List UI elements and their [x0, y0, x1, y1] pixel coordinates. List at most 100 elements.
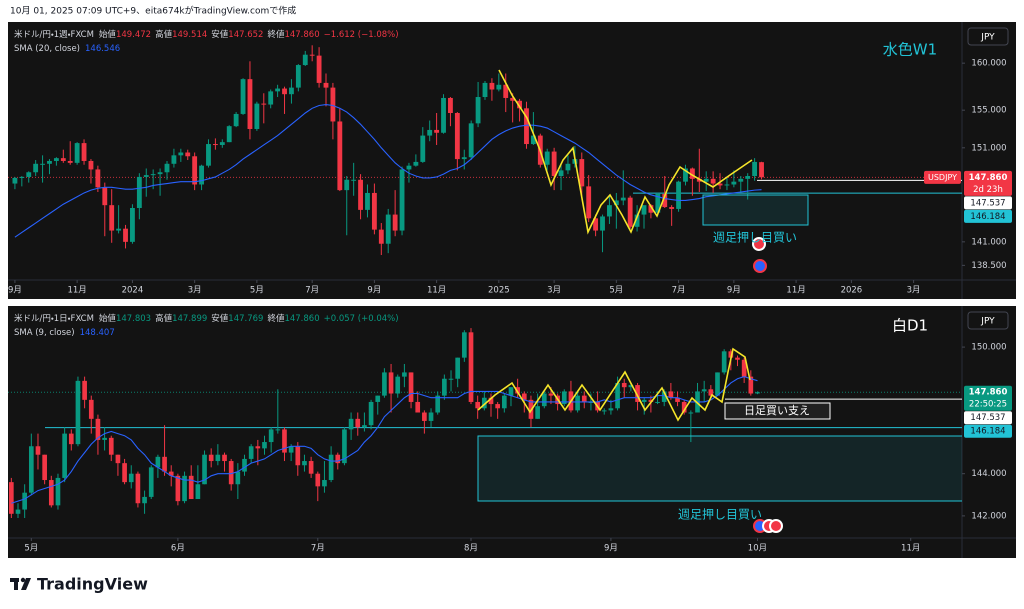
candle-body	[171, 155, 177, 164]
event-icon	[752, 237, 766, 251]
x-tick-label: 11月	[786, 286, 805, 296]
candle-body	[575, 395, 580, 411]
candle-body	[109, 205, 115, 231]
brand-name: TradingView	[37, 575, 148, 594]
candle-body	[422, 412, 427, 421]
candle-body	[608, 408, 614, 411]
candle-body	[515, 387, 520, 394]
candle-body	[586, 186, 592, 219]
x-tick-label: 8月	[464, 544, 478, 554]
candle-body	[627, 197, 633, 227]
candle-body	[368, 401, 374, 426]
candle-body	[116, 228, 122, 231]
candle-body	[81, 143, 87, 161]
y-tick-label: 160.000	[971, 59, 1006, 69]
ohlc-name: 終値	[267, 29, 285, 40]
candle-body	[371, 192, 377, 230]
candle-body	[428, 412, 434, 421]
candle-body	[240, 79, 246, 114]
x-tick-label: 11月	[901, 544, 920, 554]
x-tick-label: 2024	[122, 286, 144, 296]
candle-body	[548, 393, 554, 396]
candle-body	[22, 492, 27, 510]
x-tick-label: 3月	[188, 286, 202, 296]
candle-body	[655, 193, 661, 213]
level-label: 147.537	[970, 198, 1005, 208]
support-box	[724, 402, 831, 420]
candle-body	[342, 429, 347, 464]
candle-body	[392, 214, 398, 231]
ohlc-name: 高値	[155, 29, 173, 40]
candle-body	[15, 509, 21, 514]
candle-body	[634, 214, 640, 227]
annotation: 白D1	[892, 317, 928, 335]
candle-body	[561, 391, 567, 405]
candle-body	[759, 162, 764, 178]
candle-body	[262, 442, 267, 449]
candle-body	[724, 184, 730, 186]
countdown: 22:50:25	[969, 400, 1007, 410]
candle-body	[701, 389, 707, 392]
y-tick-label: 150.000	[971, 343, 1006, 353]
candle-body	[323, 82, 329, 88]
zigzag-drawing	[477, 347, 751, 422]
x-tick-label: 9月	[8, 286, 22, 296]
candle-body	[348, 418, 354, 430]
candle-body	[282, 88, 287, 95]
x-tick-label: 7月	[672, 286, 686, 296]
candle-body	[308, 461, 314, 474]
candle-body	[415, 401, 421, 413]
candle-body	[268, 429, 274, 443]
candle-body	[475, 97, 481, 124]
candle-body	[28, 446, 34, 493]
candle-body	[501, 395, 507, 409]
zigzag-drawing	[498, 69, 753, 235]
candle-body	[620, 197, 626, 201]
candle-body	[399, 169, 405, 231]
candle-body	[503, 84, 509, 98]
candle-body	[675, 397, 680, 402]
candle-body	[738, 178, 744, 182]
candle-body	[62, 433, 67, 478]
y-tick-label: 141.000	[971, 237, 1006, 247]
candle-body	[735, 357, 740, 360]
candle-body	[155, 456, 161, 468]
candle-body	[82, 380, 87, 400]
candle-body	[378, 229, 384, 244]
x-tick-label: 10月	[748, 544, 767, 554]
candle-body	[235, 471, 241, 485]
candle-body	[468, 332, 474, 402]
candle-body	[175, 475, 181, 502]
candle-body	[242, 458, 247, 472]
candle-body	[128, 473, 134, 483]
candle-body	[489, 82, 495, 90]
candle-body	[228, 461, 234, 485]
candle-body	[295, 446, 301, 466]
candle-body	[302, 461, 307, 466]
weekly-panel	[8, 22, 1016, 299]
candle-body	[544, 151, 550, 165]
candle-body	[454, 113, 460, 160]
candle-body	[60, 158, 66, 161]
candle-body	[496, 84, 502, 90]
candle-body	[68, 433, 74, 445]
candle-body	[388, 372, 394, 394]
candle-body	[579, 159, 585, 187]
candle-body	[275, 429, 281, 431]
candle-body	[302, 54, 308, 66]
candle-body	[142, 496, 147, 504]
candle-body	[427, 129, 433, 136]
change: −1.612 (−1.08%)	[324, 30, 399, 40]
x-tick-label: 5月	[24, 544, 38, 554]
currency-box	[967, 311, 1009, 330]
candle-body	[669, 207, 675, 209]
candle-body	[748, 376, 754, 394]
candle-body	[510, 97, 516, 101]
ohlc-value: 147.860	[284, 30, 319, 40]
candle-body	[42, 454, 47, 481]
candle-body	[328, 454, 334, 481]
candle-body	[212, 144, 218, 146]
candle-body	[745, 176, 751, 179]
indicator-name: SMA (20, close)	[14, 44, 80, 54]
candle-body	[395, 376, 401, 394]
